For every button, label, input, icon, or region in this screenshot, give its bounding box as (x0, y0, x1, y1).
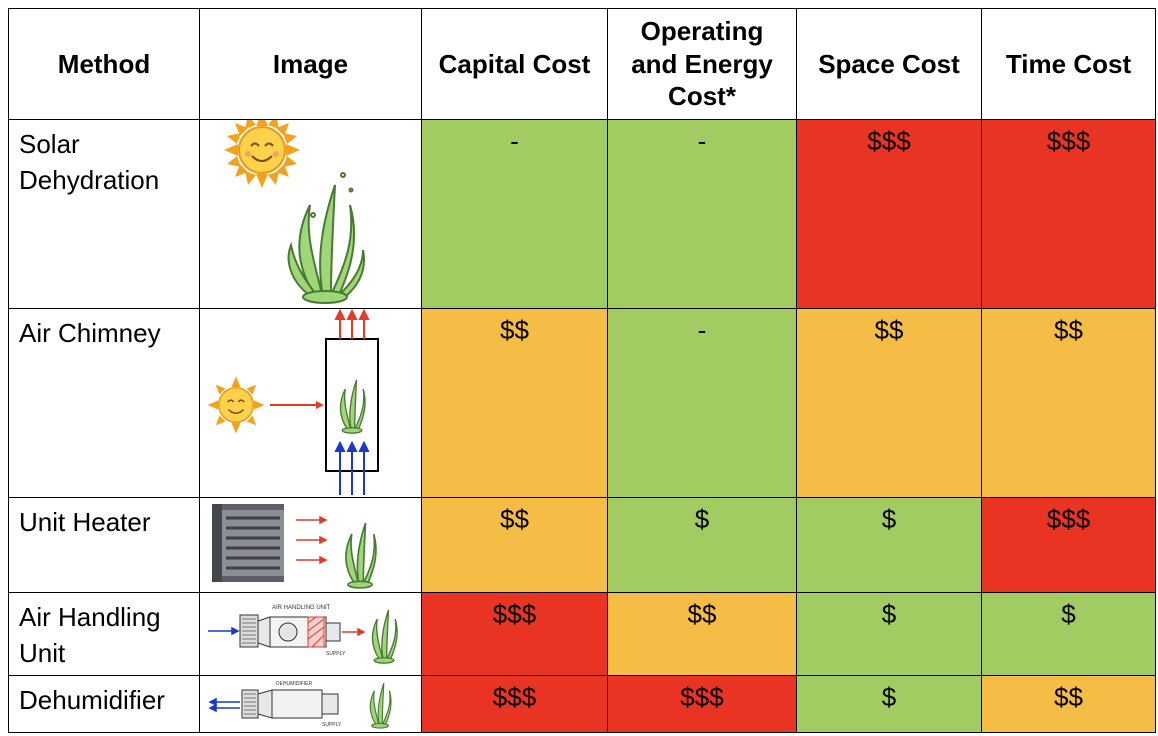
header-operating-line-2: and Energy (631, 48, 773, 79)
method-line: Air Handling (19, 602, 161, 632)
operating-cost-cell: - (607, 308, 797, 498)
seaweed-icon (345, 522, 377, 589)
operating-cost-cell: $$ (607, 592, 797, 676)
capital-cost-cell: $$ (421, 308, 608, 498)
unit-heater-illustration (212, 504, 377, 589)
intake-arrow-icon (208, 626, 240, 636)
operating-cost-cell: $$$ (607, 675, 797, 733)
table-row: Air Chimney (8, 308, 1156, 498)
method-line: Unit (19, 638, 66, 669)
heat-arrows-icon (296, 515, 328, 565)
space-cost-cell: $$ (796, 308, 982, 498)
cool-air-up-arrows-icon (334, 440, 370, 495)
unit-heater-icon (212, 504, 284, 582)
image-cell (199, 119, 422, 309)
seaweed-icon (339, 379, 366, 434)
header-method: Method (8, 8, 200, 120)
method-cell: Solar Dehydration (8, 119, 200, 309)
dehumidifier-supply-label: SUPPLY (322, 722, 342, 728)
method-line: Dehydration (19, 165, 160, 196)
header-image: Image (199, 8, 422, 120)
method-line: Air Chimney (19, 318, 161, 348)
header-row: Method Image Capital Cost Operating and … (8, 8, 1156, 120)
image-cell (199, 497, 422, 593)
solar-dehydration-illustration (224, 120, 365, 304)
header-operating-energy-cost: Operating and Energy Cost* (607, 8, 797, 120)
time-cost-cell: $$$ (981, 119, 1156, 309)
dehumidifier-illustration: DEHUMIDIFIER SUPPLY (208, 681, 392, 729)
outflow-arrows-icon (208, 697, 240, 713)
header-capital-cost: Capital Cost (421, 8, 608, 120)
operating-cost-cell: - (607, 119, 797, 309)
method-cell: Air Chimney (8, 308, 200, 498)
space-cost-cell: $ (796, 592, 982, 676)
header-space-cost: Space Cost (796, 8, 982, 120)
time-cost-cell: $$ (981, 675, 1156, 733)
supply-arrow-icon (342, 627, 366, 637)
header-operating-line-1: Operating (640, 16, 764, 47)
method-line: Dehumidifier (19, 685, 165, 715)
dehumidifier-label: DEHUMIDIFIER (276, 681, 313, 687)
image-cell: AIR HANDLING UNIT SUPPLY (199, 592, 422, 676)
image-cell (199, 308, 422, 498)
method-cell: Air Handling Unit (8, 592, 200, 676)
capital-cost-cell: - (421, 119, 608, 309)
time-cost-cell: $$ (981, 308, 1156, 498)
table-row: Solar Dehydration (8, 119, 1156, 309)
space-cost-cell: $ (796, 675, 982, 733)
time-cost-cell: $ (981, 592, 1156, 676)
image-cell: DEHUMIDIFIER SUPPLY (199, 675, 422, 733)
space-cost-cell: $$$ (796, 119, 982, 309)
cost-comparison-table-wrapper: Method Image Capital Cost Operating and … (8, 8, 1156, 733)
sun-icon (224, 120, 300, 188)
seaweed-icon (287, 172, 365, 304)
air-chimney-illustration (207, 309, 379, 495)
air-handling-unit-icon (239, 614, 341, 648)
seaweed-icon (369, 683, 392, 729)
method-line: Unit Heater (19, 507, 151, 537)
cost-comparison-table: Method Image Capital Cost Operating and … (8, 8, 1156, 733)
ahu-supply-label: SUPPLY (326, 651, 346, 657)
method-cell: Unit Heater (8, 497, 200, 593)
dehumidifier-icon (241, 689, 339, 719)
hot-air-up-arrows-icon (334, 309, 370, 339)
capital-cost-cell: $$$ (421, 592, 608, 676)
sun-icon (207, 376, 265, 434)
arrow-right-icon (270, 401, 324, 409)
air-handling-unit-illustration: AIR HANDLING UNIT SUPPLY (208, 605, 398, 664)
table-row: Dehumidifier DEHUMIDIFIER (8, 675, 1156, 733)
table-row: Air Handling Unit (8, 592, 1156, 676)
operating-cost-cell: $ (607, 497, 797, 593)
header-operating-line-3: Cost* (668, 81, 736, 112)
table-row: Unit Heater (8, 497, 1156, 593)
capital-cost-cell: $$ (421, 497, 608, 593)
time-cost-cell: $$$ (981, 497, 1156, 593)
ahu-label: AIR HANDLING UNIT (272, 605, 331, 611)
seaweed-icon (371, 609, 398, 664)
space-cost-cell: $ (796, 497, 982, 593)
method-cell: Dehumidifier (8, 675, 200, 733)
method-line: Solar (19, 129, 80, 159)
header-time-cost: Time Cost (981, 8, 1156, 120)
capital-cost-cell: $$$ (421, 675, 608, 733)
